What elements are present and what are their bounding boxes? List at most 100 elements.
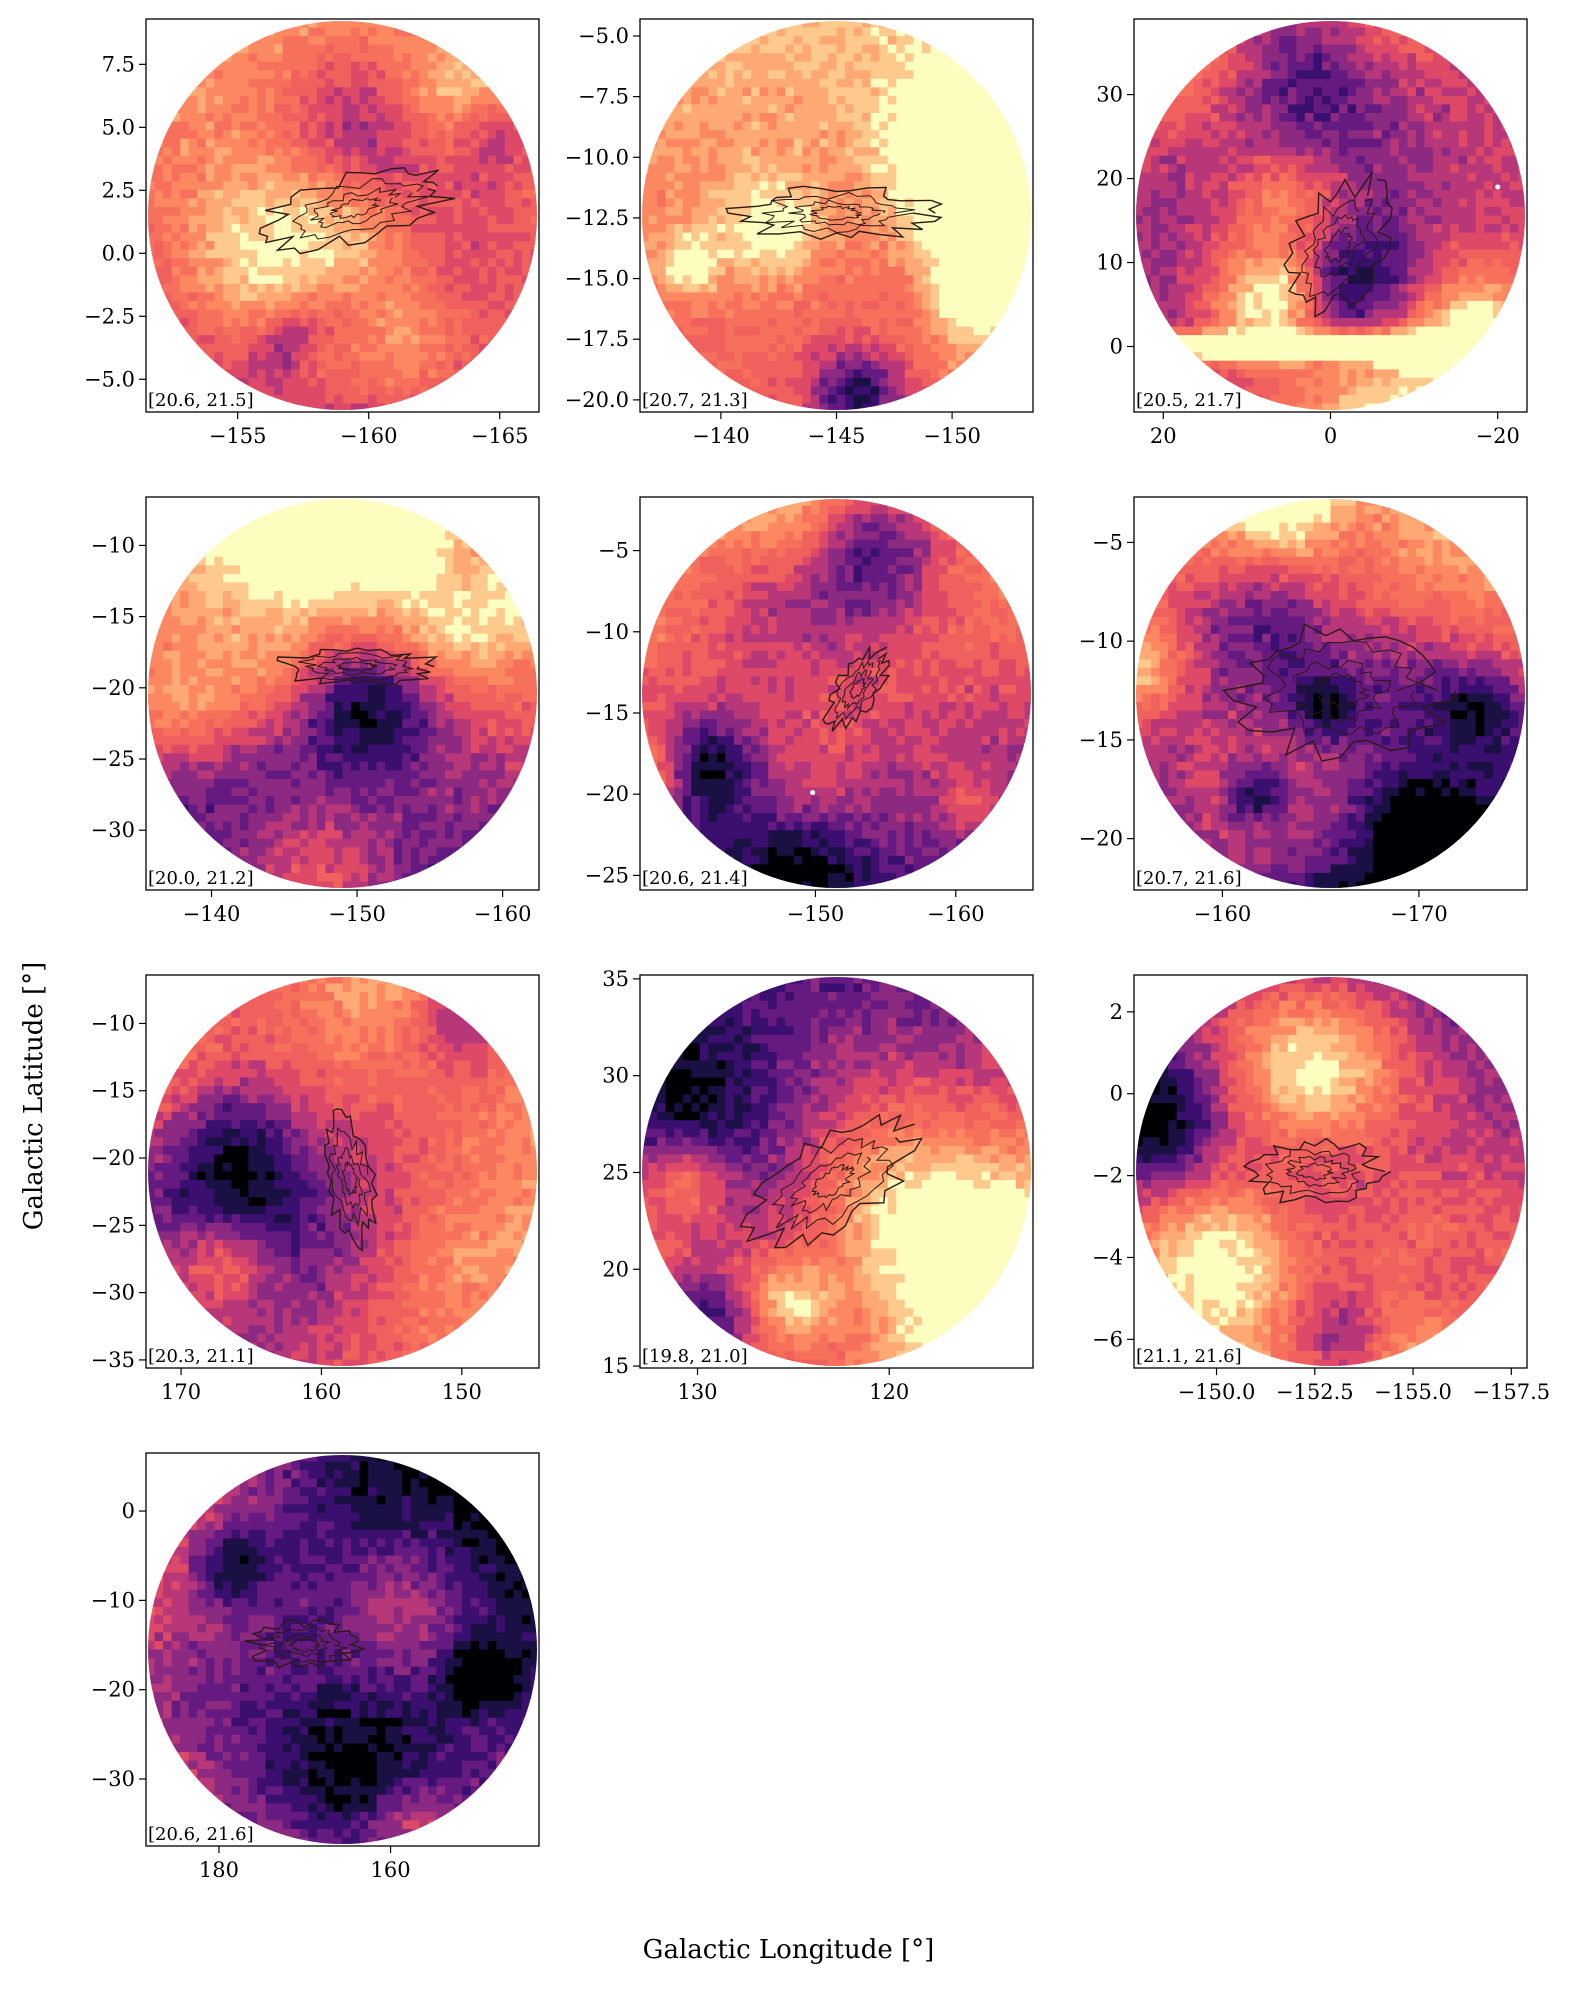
y-tick-label: 2 <box>1110 1000 1123 1024</box>
panel-8: 130 120 35 30 25 20 15 [19.8, 21.0] <box>602 967 1033 1404</box>
y-tick-label: −15 <box>91 1079 135 1103</box>
panel-range-label: [20.7, 21.6] <box>1136 868 1242 889</box>
panel-range-label: [20.0, 21.2] <box>148 868 254 889</box>
y-tick-label: −25 <box>91 1213 135 1237</box>
y-tick-label: 5.0 <box>102 115 135 139</box>
y-tick-label: −10 <box>1079 629 1123 653</box>
y-tick-label: −10 <box>91 1588 135 1612</box>
x-tick-label: −150.0 <box>1178 1380 1256 1404</box>
y-tick-label: −5 <box>1092 530 1123 554</box>
x-tick-label: 120 <box>869 1380 909 1404</box>
y-tick-label: −20 <box>1079 827 1123 851</box>
panel-range-label: [19.8, 21.0] <box>642 1346 748 1367</box>
panel-10: 180 160 0 −10 −20 −30 [20.6, 21.6] <box>91 1453 540 1882</box>
y-tick-label: −10.0 <box>565 145 629 169</box>
heatmap-field <box>146 19 540 413</box>
y-tick-label: −7.5 <box>578 85 629 109</box>
y-tick-label: 0 <box>1110 335 1123 359</box>
y-tick-label: 30 <box>602 1064 629 1088</box>
y-tick-label: −2.5 <box>84 304 135 328</box>
x-tick-label: 160 <box>301 1380 341 1404</box>
x-tick-label: 160 <box>371 1858 411 1882</box>
y-tick-label: −5.0 <box>84 367 135 391</box>
heatmap-field <box>640 19 1034 413</box>
panel-7: 170 160 150 −10 −15 −20 −25 −30 −35 [20.3, 21.1] <box>91 975 540 1404</box>
panel-range-label: [20.6, 21.5] <box>148 390 254 411</box>
panel-2: −140 −145 −150 −5.0 −7.5 −10.0 −12.5 −15.0 −17.5… <box>565 19 1034 448</box>
y-tick-label: 10 <box>1096 251 1123 275</box>
y-tick-label: 20 <box>1096 167 1123 191</box>
y-tick-label: −10 <box>91 533 135 557</box>
heatmap-field <box>640 975 1034 1369</box>
x-tick-label: −155 <box>209 424 267 448</box>
y-tick-label: −15 <box>91 605 135 629</box>
y-tick-label: 0 <box>1110 1082 1123 1106</box>
x-tick-label: 20 <box>1150 424 1177 448</box>
panel-range-label: [20.6, 21.4] <box>642 868 748 889</box>
y-tick-label: 30 <box>1096 83 1123 107</box>
x-tick-label: −20 <box>1476 424 1520 448</box>
x-tick-label: −160 <box>1194 902 1252 926</box>
y-tick-label: 35 <box>602 967 629 991</box>
panel-range-label: [20.3, 21.1] <box>148 1346 254 1367</box>
x-tick-label: −150 <box>923 424 981 448</box>
y-tick-label: −25 <box>91 747 135 771</box>
panel-4: −140 −150 −160 −10 −15 −20 −25 −30 [20.0, 21.2] <box>91 497 540 926</box>
y-tick-label: 20 <box>602 1257 629 1281</box>
x-tick-label: −155.0 <box>1374 1380 1452 1404</box>
y-tick-label: −2 <box>1092 1164 1123 1188</box>
y-tick-label: −30 <box>91 1767 135 1791</box>
y-tick-label: −15 <box>585 701 629 725</box>
bright-source <box>1495 184 1500 189</box>
y-tick-label: −15 <box>1079 728 1123 752</box>
heatmap-field <box>146 1453 540 1847</box>
x-tick-label: 180 <box>199 1858 239 1882</box>
y-tick-label: −35 <box>91 1348 135 1372</box>
y-tick-label: −6 <box>1092 1327 1123 1351</box>
y-tick-label: 15 <box>602 1354 629 1378</box>
y-tick-label: −15.0 <box>565 267 629 291</box>
bright-source <box>810 790 815 795</box>
x-tick-label: 170 <box>161 1380 201 1404</box>
y-tick-label: 0.0 <box>102 241 135 265</box>
y-tick-label: 2.5 <box>102 178 135 202</box>
panel-range-label: [20.5, 21.7] <box>1136 390 1242 411</box>
y-tick-label: −10 <box>91 1011 135 1035</box>
x-tick-label: −160 <box>474 902 532 926</box>
x-tick-label: −165 <box>471 424 529 448</box>
y-tick-label: −20 <box>585 782 629 806</box>
y-tick-label: −25 <box>585 863 629 887</box>
heatmap-field <box>1134 19 1528 413</box>
x-tick-label: −152.5 <box>1276 1380 1354 1404</box>
y-tick-label: −20 <box>91 1146 135 1170</box>
y-tick-label: −30 <box>91 818 135 842</box>
y-tick-label: −20.0 <box>565 388 629 412</box>
x-tick-label: −160 <box>340 424 398 448</box>
x-tick-label: −150 <box>328 902 386 926</box>
heatmap-field <box>1134 497 1528 891</box>
y-tick-label: 25 <box>602 1160 629 1184</box>
y-tick-label: −30 <box>91 1281 135 1305</box>
y-tick-label: 0 <box>122 1499 135 1523</box>
x-tick-label: −145 <box>808 424 866 448</box>
x-tick-label: 150 <box>442 1380 482 1404</box>
x-tick-label: −160 <box>927 902 985 926</box>
y-tick-label: −12.5 <box>565 206 629 230</box>
panel-6: −160 −170 −5 −10 −15 −20 [20.7, 21.6] <box>1079 497 1528 926</box>
panel-3: 20 0 −20 30 20 10 0 [20.5, 21.7] <box>1096 19 1527 448</box>
x-tick-label: −140 <box>183 902 241 926</box>
panel-range-label: [20.7, 21.3] <box>642 390 748 411</box>
x-tick-label: 0 <box>1324 424 1337 448</box>
y-tick-label: −20 <box>91 676 135 700</box>
x-tick-label: 130 <box>677 1380 717 1404</box>
panel-1: −155 −160 −1657.55.02.50.0−2.5−5.0[20.6, 2… <box>84 19 540 448</box>
y-tick-label: −17.5 <box>565 327 629 351</box>
panel-range-label: [20.6, 21.6] <box>148 1824 254 1845</box>
y-tick-label: −10 <box>585 620 629 644</box>
y-tick-label: −20 <box>91 1678 135 1702</box>
panel-9: −150.0 −152.5 −155.0 −157.5 2 0 −2 −4 −6 [21.1, 2… <box>1092 975 1550 1404</box>
panel-range-label: [21.1, 21.6] <box>1136 1346 1242 1367</box>
x-tick-label: −150 <box>787 902 845 926</box>
x-tick-label: −170 <box>1390 902 1448 926</box>
